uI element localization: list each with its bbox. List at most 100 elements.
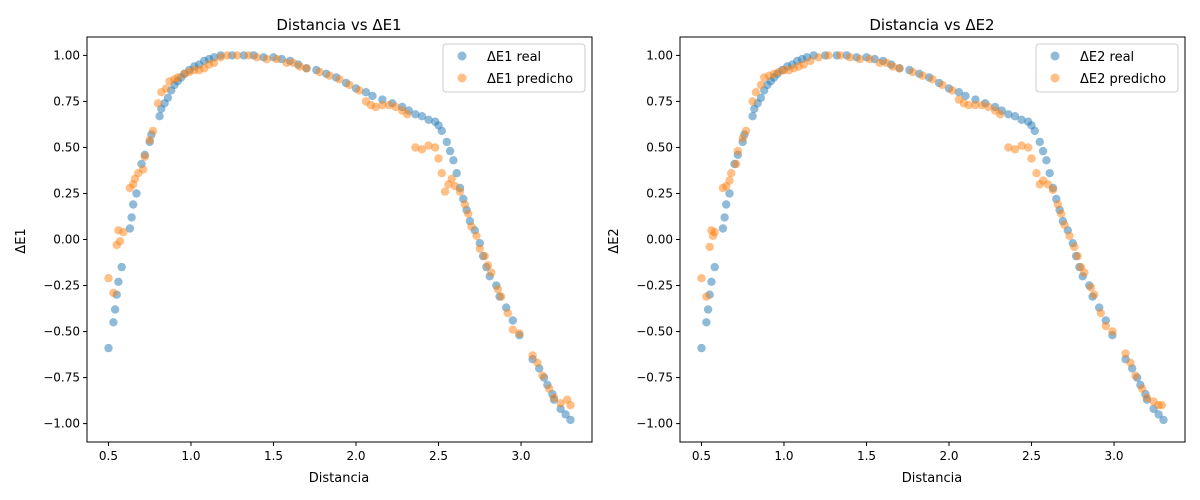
y-tick-label: −0.50: [636, 325, 673, 339]
data-point-predicho: [705, 242, 714, 252]
data-point-predicho: [272, 54, 281, 64]
data-point-predicho: [483, 261, 493, 270]
data-point-predicho: [748, 97, 757, 106]
data-point-predicho: [528, 351, 537, 360]
data-point-real: [117, 262, 126, 272]
data-point-predicho: [282, 58, 291, 67]
data-point-real: [1038, 146, 1048, 156]
data-point-predicho: [875, 58, 884, 67]
data-point-predicho: [1157, 401, 1167, 410]
data-point-real: [1042, 156, 1051, 165]
data-point-predicho: [855, 54, 865, 64]
y-tick-label: −0.50: [43, 325, 80, 339]
data-point-real: [110, 305, 120, 314]
data-point-predicho: [335, 75, 344, 84]
y-tick-label: 0.75: [53, 94, 80, 108]
data-point-predicho: [262, 54, 272, 64]
legend-marker-predicho: [1050, 73, 1060, 83]
data-point-real: [127, 213, 136, 222]
data-point-predicho: [725, 176, 734, 185]
data-point-predicho: [493, 285, 503, 294]
data-point-real: [104, 343, 113, 353]
data-point-predicho: [371, 102, 380, 112]
data-point-predicho: [515, 329, 524, 338]
x-tick-label: 1.0: [774, 449, 793, 463]
data-point-real: [722, 200, 731, 209]
data-point-real: [566, 415, 575, 425]
data-point-predicho: [566, 401, 575, 410]
y-tick-label: −1.00: [636, 417, 673, 431]
data-point-predicho: [487, 268, 496, 277]
data-point-real: [703, 305, 713, 314]
data-point-predicho: [162, 84, 171, 93]
data-point-predicho: [814, 53, 823, 62]
data-point-real: [1159, 415, 1168, 425]
data-point-predicho: [315, 67, 324, 77]
data-point-real: [725, 189, 734, 198]
data-point-predicho: [437, 169, 446, 178]
data-point-real: [1035, 137, 1045, 147]
x-axis-label: Distancia: [902, 471, 962, 486]
data-point-predicho: [741, 126, 751, 136]
x-tick-label: 3.0: [511, 449, 530, 463]
data-point-predicho: [1032, 169, 1041, 178]
data-point-predicho: [1137, 384, 1147, 393]
data-point-predicho: [918, 71, 927, 80]
data-point-predicho: [472, 231, 481, 240]
data-point-predicho: [882, 58, 891, 67]
data-point-predicho: [1080, 268, 1089, 277]
data-point-predicho: [115, 237, 125, 246]
legend-marker-predicho: [457, 73, 467, 83]
axes-frame: [86, 36, 593, 443]
data-point-real: [452, 169, 461, 178]
y-tick-label: −0.75: [43, 371, 80, 385]
data-point-predicho: [173, 73, 182, 82]
data-point-predicho: [345, 80, 354, 90]
data-point-real: [132, 189, 141, 198]
legend-label-predicho: ΔE1 predicho: [487, 72, 573, 87]
data-point-predicho: [480, 251, 489, 261]
y-tick-label: 1.00: [53, 48, 80, 62]
data-point-predicho: [1027, 154, 1036, 163]
data-point-predicho: [417, 145, 427, 154]
data-point-predicho: [1142, 393, 1152, 402]
chart-panel-left: Distancia vs ΔE1 Distancia ΔE1 0.5 1.0 1.5…: [14, 16, 593, 486]
chart-panel-right: Distancia vs ΔE2 Distancia ΔE2 0.5 1.0 1.5…: [607, 16, 1186, 486]
data-point-predicho: [440, 187, 450, 196]
data-point-real: [707, 277, 716, 286]
data-point-predicho: [244, 51, 253, 60]
y-tick-label: −1.00: [43, 417, 80, 431]
y-tick-label: 0.50: [646, 140, 673, 154]
legend-marker-real: [1050, 51, 1060, 61]
data-point-real: [561, 410, 570, 419]
x-tick-label: 1.0: [181, 449, 200, 463]
data-point-predicho: [508, 325, 517, 334]
y-axis-label: ΔE2: [607, 228, 622, 253]
data-point-predicho: [948, 86, 957, 95]
data-point-predicho: [1121, 349, 1130, 358]
data-point-predicho: [140, 152, 149, 161]
data-point-real: [125, 224, 135, 233]
data-point-predicho: [799, 60, 808, 69]
data-point-real: [1010, 112, 1020, 121]
data-point-predicho: [153, 99, 163, 108]
data-point-real: [424, 115, 433, 125]
x-tick-label: 1.5: [857, 449, 876, 463]
x-tick-label: 2.0: [939, 449, 958, 463]
data-point-predicho: [964, 100, 973, 110]
y-tick-label: 0.00: [53, 233, 80, 247]
axis-ticks: 0.5 1.0 1.5 2.0 2.5 3.0 −1.00 −0.75 −0.50 −0.25 0.…: [636, 48, 1123, 463]
data-point-predicho: [403, 110, 412, 119]
data-point-predicho: [895, 64, 904, 73]
x-tick-label: 2.5: [1022, 449, 1041, 463]
data-point-predicho: [289, 58, 298, 67]
x-tick-label: 1.5: [264, 449, 283, 463]
data-point-predicho: [1023, 143, 1033, 152]
data-point-predicho: [119, 227, 128, 237]
axes-frame: [679, 36, 1186, 443]
data-point-predicho: [450, 181, 460, 191]
data-point-predicho: [424, 141, 433, 150]
data-point-predicho: [378, 100, 387, 110]
data-point-predicho: [756, 80, 766, 90]
